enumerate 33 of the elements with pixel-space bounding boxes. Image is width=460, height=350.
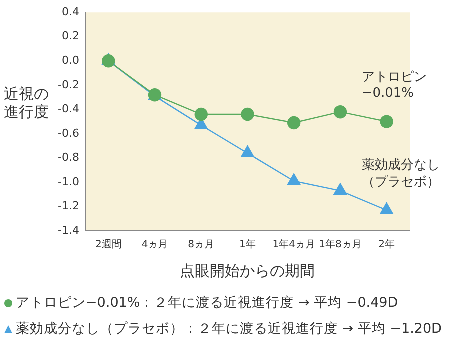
x-tick-label: 8ヵ月: [188, 240, 215, 251]
y-tick-label: -1.2: [58, 200, 80, 213]
x-tick-label: 1年: [240, 238, 256, 251]
series-label: アトロピン−0.01%: [362, 70, 428, 102]
point: [241, 146, 254, 158]
point: [287, 116, 301, 130]
x-tick-label: 1年4ヵ月: [272, 238, 316, 251]
x-axis-title: 点眼開始からの期間: [180, 262, 316, 280]
y-tick-label: -1.0: [58, 175, 80, 188]
y-tick-label: 0.2: [62, 30, 80, 43]
y-tick-label: -0.2: [58, 78, 80, 92]
y-tick-label: 0.4: [62, 5, 80, 18]
point: [334, 183, 348, 196]
point: [380, 202, 394, 214]
x-tick-label: 2年: [378, 238, 396, 251]
point: [241, 108, 254, 122]
series-label: 薬効成分なし（プラセボ）: [362, 158, 441, 191]
x-tick-label: 1年8ヵ月: [319, 238, 362, 251]
y-tick-label: 0.0: [62, 54, 80, 67]
point: [334, 105, 348, 119]
point: [194, 108, 208, 122]
point: [380, 115, 394, 128]
x-tick-label: 4ヵ月: [142, 240, 168, 251]
y-tick-label: -0.8: [58, 151, 80, 164]
y-tick-label: -0.4: [58, 102, 80, 116]
text: 薬効成分なし（プラセボ）：２年に渡る近視進行度 → 平均 −1.20D: [16, 320, 442, 338]
point: [102, 54, 116, 68]
point: [287, 174, 301, 186]
y-axis-title: 近視の進行度: [4, 84, 50, 122]
y-tick-label: -1.4: [58, 224, 80, 237]
y-tick-label: -0.6: [58, 126, 80, 140]
text: アトロピン−0.01%：２年に渡る近視進行度 → 平均 −0.49D: [16, 294, 398, 312]
x-tick-label: 2週間: [95, 240, 122, 251]
